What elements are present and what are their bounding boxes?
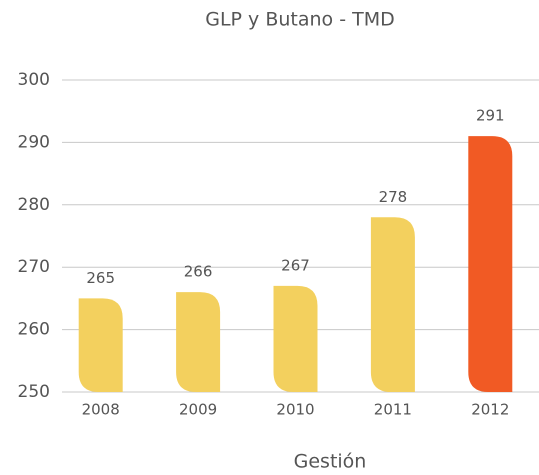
- data-label: 278: [379, 188, 408, 206]
- bar: [78, 298, 123, 392]
- x-tick-label: 2011: [374, 401, 412, 419]
- x-tick-label: 2008: [82, 401, 120, 419]
- x-tick-label: 2010: [276, 401, 314, 419]
- bar: [468, 136, 513, 392]
- chart-title: GLP y Butano - TMD: [205, 9, 395, 31]
- data-label: 265: [86, 269, 115, 287]
- data-label: 267: [281, 256, 310, 274]
- x-tick-label: 2009: [179, 401, 217, 419]
- bar: [273, 285, 318, 392]
- y-tick-label: 300: [18, 70, 50, 90]
- x-axis-label: Gestión: [294, 451, 367, 473]
- y-tick-label: 280: [18, 195, 50, 215]
- y-tick-label: 290: [18, 132, 50, 152]
- bar: [370, 217, 415, 392]
- x-tick-label: 2012: [471, 401, 509, 419]
- y-tick-label: 250: [18, 382, 50, 402]
- y-tick-label: 260: [18, 320, 50, 340]
- bar: [176, 292, 221, 392]
- y-tick-label: 270: [18, 257, 50, 277]
- data-label: 291: [476, 107, 505, 125]
- data-label: 266: [184, 263, 213, 281]
